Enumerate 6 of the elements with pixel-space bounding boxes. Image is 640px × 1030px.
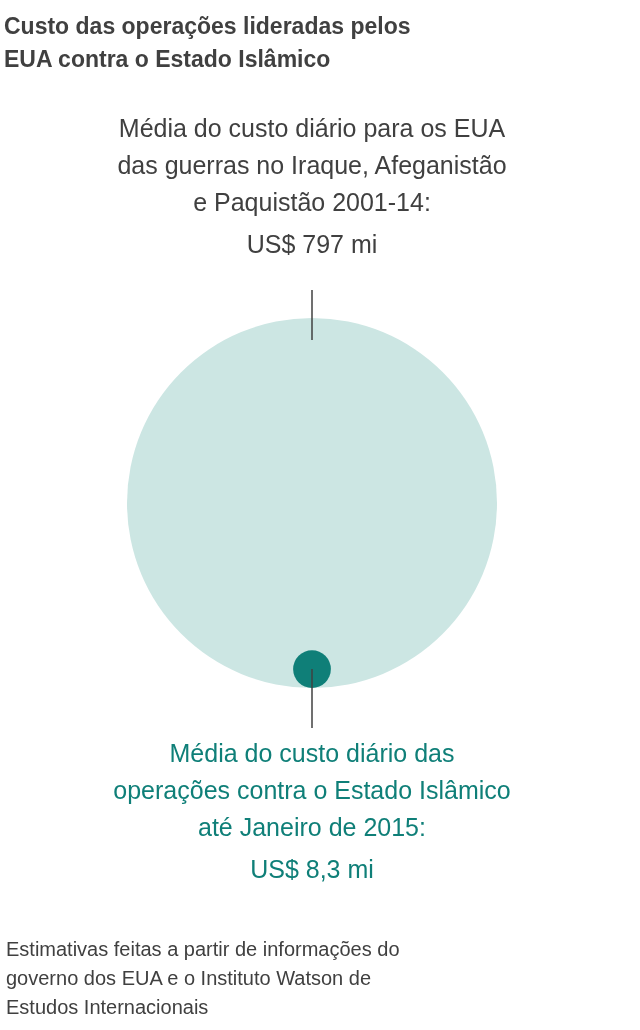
data-label: US$ 8,3 mi: [250, 855, 374, 883]
data-label: US$ 797 mi: [246, 230, 378, 258]
text: Média do custo diário das operações contra o Estado Islâmico até Janeiro de 2015:: [113, 739, 511, 841]
text: Média do custo diário para os EUA das guerras no Iraque, Afeganistão e Paquistão 2001-14:: [117, 114, 507, 216]
text: Custo das operações lideradas pelos EUA contra o Estado Islâmico: [4, 13, 411, 72]
text: Estimativas feitas a partir de informações do governo dos EUA e o Instituto Watson de Estudos Internacionais: [6, 938, 400, 1018]
